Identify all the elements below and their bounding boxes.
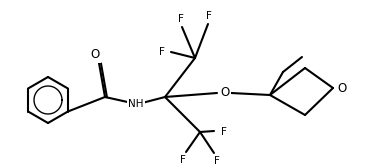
Text: NH: NH (128, 99, 144, 109)
Text: F: F (214, 156, 220, 166)
Text: F: F (180, 155, 186, 165)
Text: O: O (220, 87, 229, 99)
Text: O: O (90, 49, 100, 61)
Text: F: F (178, 14, 184, 24)
Text: F: F (159, 47, 165, 57)
Text: F: F (206, 11, 212, 21)
Text: O: O (337, 81, 347, 94)
Text: F: F (221, 127, 227, 137)
